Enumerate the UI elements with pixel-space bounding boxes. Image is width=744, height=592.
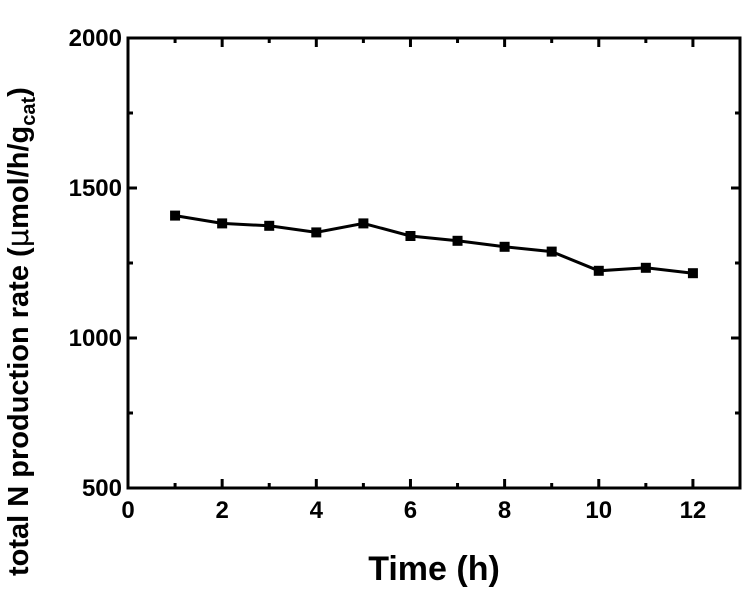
x-tick-label: 10 xyxy=(585,497,612,524)
data-point xyxy=(217,218,228,229)
series-markers xyxy=(170,210,698,279)
data-point xyxy=(264,220,275,231)
x-tick-label: 0 xyxy=(121,497,134,524)
y-tick-label: 2000 xyxy=(69,25,122,52)
y-tick-label: 1000 xyxy=(69,325,122,352)
x-tick-label: 4 xyxy=(310,497,324,524)
axis-ticks xyxy=(126,36,742,490)
axis-tick-labels: 0 2 4 6 8 10 12 500 1000 1500 2000 xyxy=(69,25,707,524)
y-axis-title: total N production rate (μmol/h/gcat) xyxy=(1,87,40,576)
x-tick-label: 2 xyxy=(215,497,228,524)
y-axis-title-subscript: cat xyxy=(18,97,40,126)
data-point xyxy=(358,218,369,229)
y-axis-title-main: total N production rate ( xyxy=(3,247,35,576)
x-tick-label: 8 xyxy=(498,497,511,524)
data-point xyxy=(546,246,557,257)
data-point xyxy=(499,241,510,252)
x-tick-label: 6 xyxy=(404,497,417,524)
data-point xyxy=(405,231,416,241)
data-point xyxy=(593,265,604,276)
x-axis-title: Time (h) xyxy=(368,550,500,588)
y-tick-label: 1500 xyxy=(69,175,122,202)
data-point xyxy=(452,235,463,246)
y-tick-label: 500 xyxy=(82,475,122,502)
series-line xyxy=(174,214,694,275)
data-point xyxy=(170,210,181,221)
x-tick-label: 12 xyxy=(680,497,707,524)
data-point xyxy=(311,227,322,238)
y-axis-title-units: mol/h/g xyxy=(3,126,35,229)
y-axis-title-close: ) xyxy=(3,87,35,97)
data-point xyxy=(687,268,698,279)
y-axis-title-mu: μ xyxy=(1,229,35,247)
data-point xyxy=(640,262,651,273)
